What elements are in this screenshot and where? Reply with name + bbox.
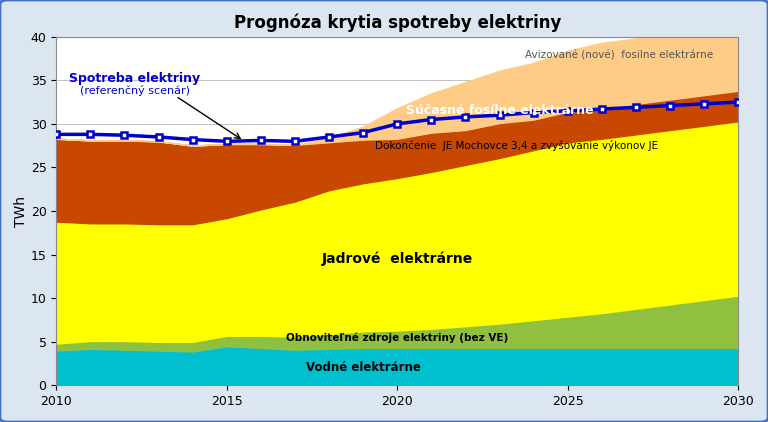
- Text: Jadrové  elektrárne: Jadrové elektrárne: [322, 252, 473, 266]
- Y-axis label: TWh: TWh: [14, 195, 28, 227]
- Text: Súčasné fosílne elektrárne: Súčasné fosílne elektrárne: [406, 104, 594, 117]
- Text: Avizované (nové)  fosilne elektrárne: Avizované (nové) fosilne elektrárne: [525, 51, 713, 61]
- Text: (referenčný scenár): (referenčný scenár): [80, 85, 190, 96]
- Text: Vodné elektrárne: Vodné elektrárne: [306, 360, 421, 373]
- Text: Obnoviteľné zdroje elektriny (bez VE): Obnoviteľné zdroje elektriny (bez VE): [286, 332, 508, 343]
- Text: Dokončenie  JE Mochovce 3,4 a zvyšovanie výkonov JE: Dokončenie JE Mochovce 3,4 a zvyšovanie …: [375, 140, 658, 151]
- Title: Prognóza krytia spotreby elektriny: Prognóza krytia spotreby elektriny: [233, 14, 561, 32]
- Text: Spotreba elektriny: Spotreba elektriny: [69, 72, 200, 85]
